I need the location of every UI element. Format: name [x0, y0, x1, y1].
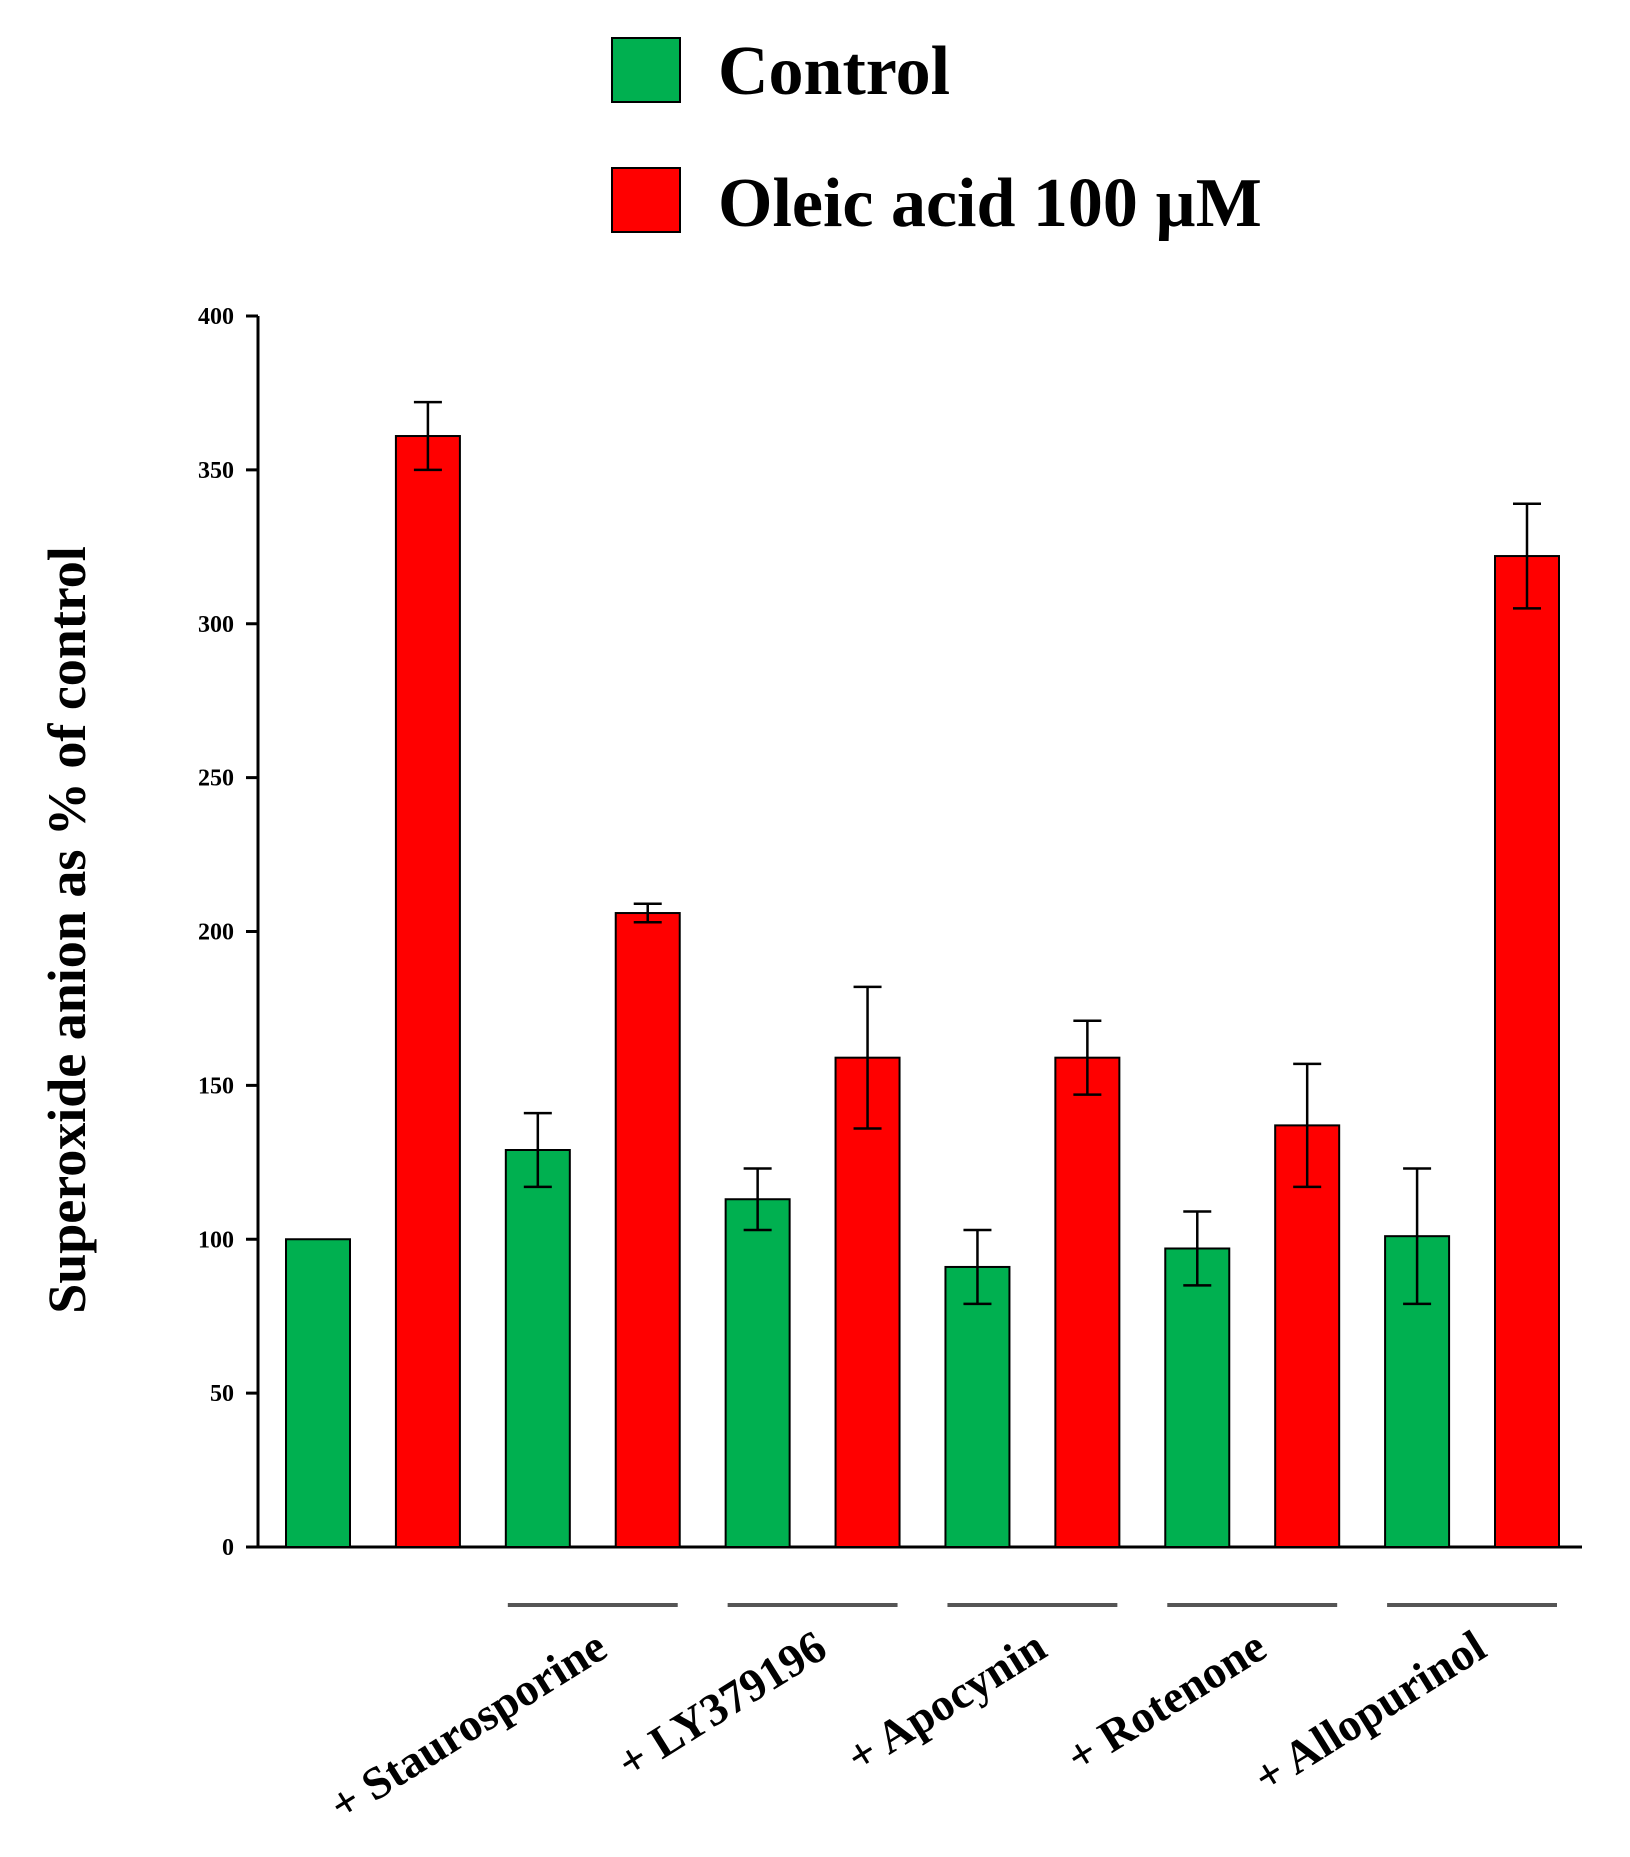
- error-bars: [413, 400, 1541, 1306]
- y-tick-label: 150: [198, 1073, 234, 1099]
- y-axis-title: Superoxide anion as % of control: [37, 546, 97, 1314]
- y-ticks: 0 50 100 150 200 250 300 350 400: [198, 304, 258, 1561]
- y-tick-label: 50: [210, 1381, 234, 1407]
- y-tick-label: 100: [198, 1227, 234, 1253]
- y-tick-label: 0: [222, 1535, 234, 1561]
- group-label: + LY379196: [608, 1620, 835, 1788]
- bar-oleic-acid: [1494, 555, 1560, 1548]
- group-label: + Apocynin: [837, 1620, 1054, 1782]
- bar-oleic-acid: [1274, 1124, 1341, 1548]
- y-tick-label: 200: [198, 920, 234, 946]
- y-tick-label: 350: [198, 458, 234, 484]
- group-label: + Staurosporine: [320, 1620, 615, 1830]
- legend-label-oleic-acid: Oleic acid 100 µM: [718, 165, 1262, 242]
- legend-swatch-oleic-acid: [611, 167, 681, 233]
- bar-oleic-acid: [834, 1056, 901, 1548]
- bar-control: [504, 1149, 571, 1548]
- legend-label-control: Control: [718, 33, 950, 110]
- bar-oleic-acid: [1054, 1056, 1121, 1548]
- bar-control: [724, 1198, 791, 1549]
- group-label: + Allopurinol: [1245, 1620, 1495, 1802]
- bar-control: [285, 1238, 351, 1548]
- bar-control: [1164, 1247, 1231, 1549]
- y-tick-label: 400: [198, 304, 234, 330]
- y-tick-label: 300: [198, 612, 234, 638]
- bars: [285, 435, 1560, 1549]
- group-labels: + Staurosporine+ LY379196 + Apocynin + Rot…: [320, 1603, 1557, 1831]
- legend: Control Oleic acid 100 µM: [611, 33, 1262, 242]
- bar-control: [944, 1265, 1011, 1548]
- bar-oleic-acid: [394, 435, 461, 1549]
- bar-oleic-acid: [614, 912, 681, 1548]
- legend-swatch-control: [611, 37, 681, 103]
- group-label: + Rotenone: [1057, 1620, 1274, 1782]
- y-tick-label: 250: [198, 766, 234, 792]
